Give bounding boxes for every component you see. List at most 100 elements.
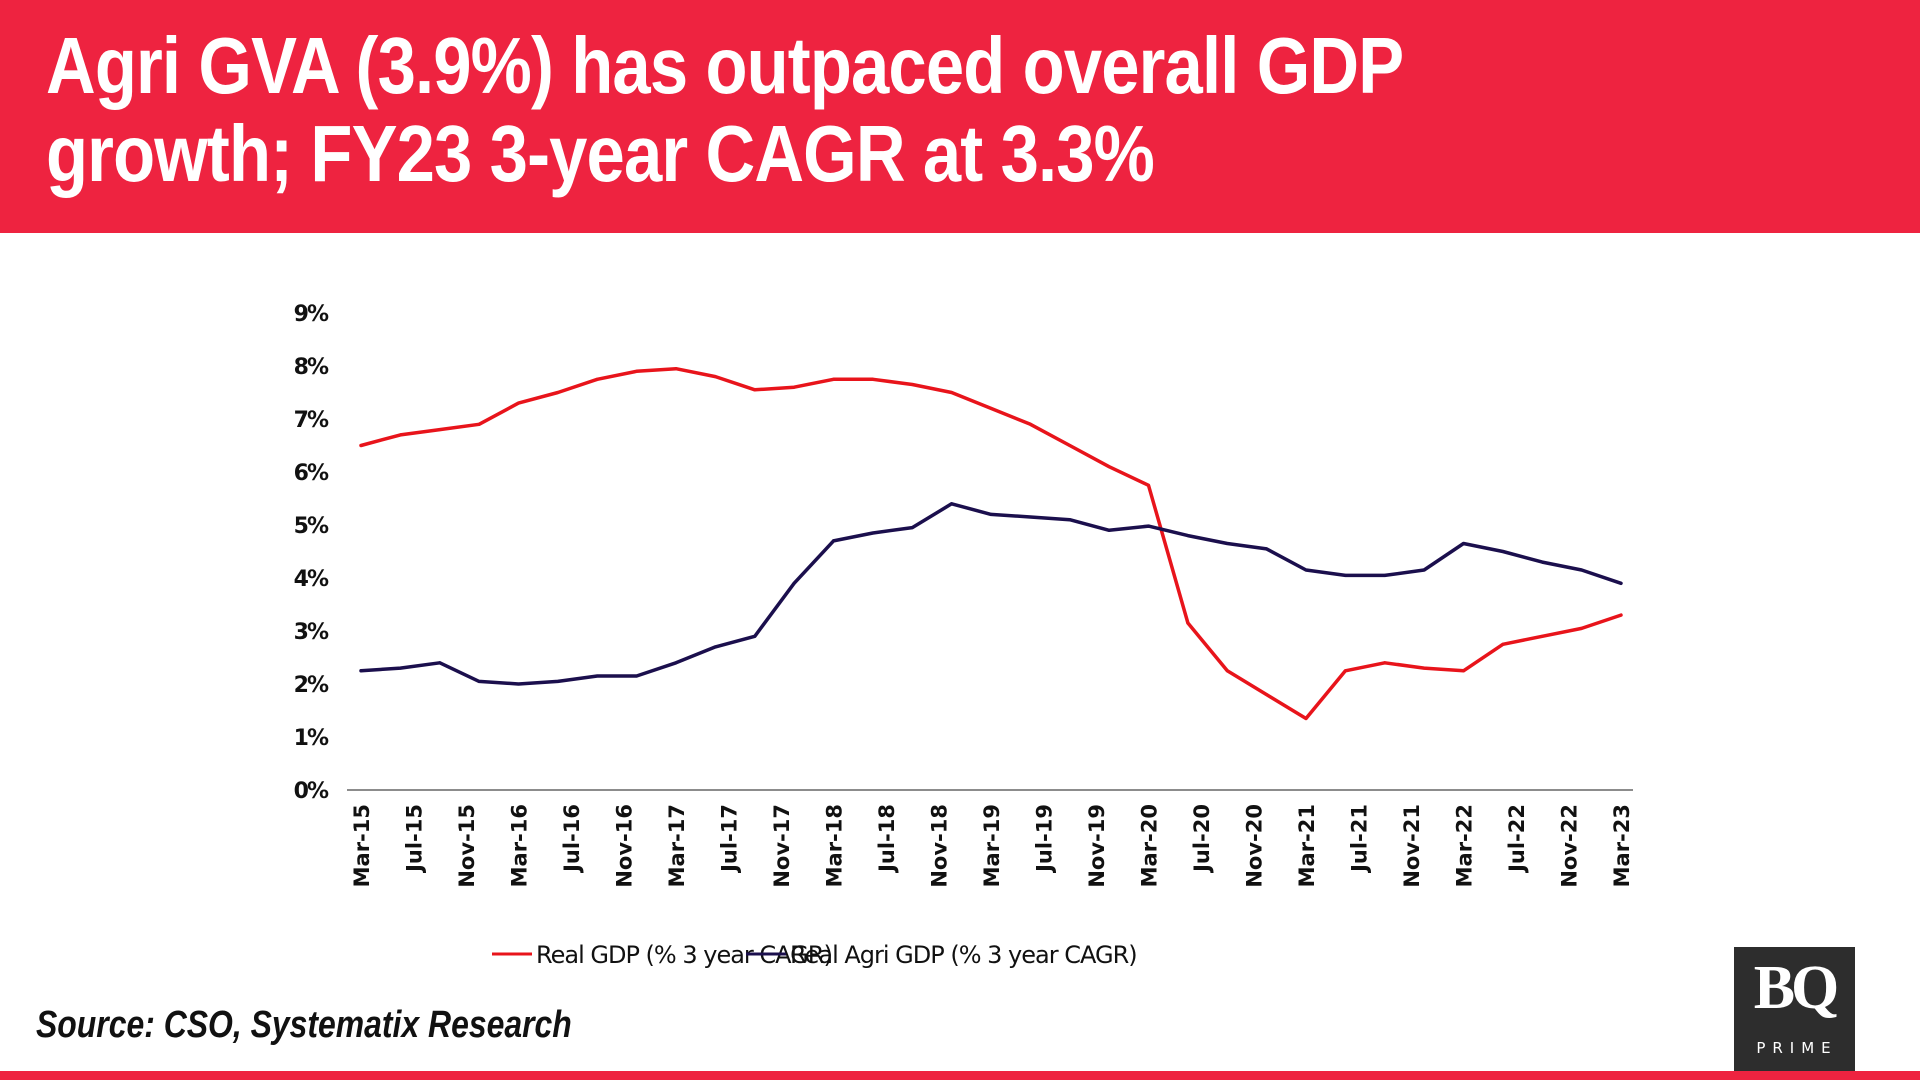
data-point-real-agri-gdp <box>1422 568 1426 572</box>
data-point-real-agri-gdp <box>359 669 363 673</box>
data-point-real-agri-gdp <box>1225 542 1229 546</box>
data-point-real-gdp <box>871 377 875 381</box>
legend-label-gdp: Real GDP (% 3 year CAGR) <box>536 941 832 969</box>
data-point-real-gdp <box>910 383 914 387</box>
data-point-real-gdp <box>1383 661 1387 665</box>
bottom-strip <box>0 1071 1920 1080</box>
data-point-real-gdp <box>792 385 796 389</box>
x-tick-label: Nov-19 <box>1085 804 1109 888</box>
series-layer <box>359 364 1623 723</box>
title-banner: Agri GVA (3.9%) has outpaced overall GDP… <box>0 0 1920 233</box>
data-point-real-agri-gdp <box>674 661 678 665</box>
data-point-real-gdp <box>1147 483 1150 487</box>
data-point-real-gdp <box>832 377 835 381</box>
x-tick-label: Mar-20 <box>1138 804 1162 887</box>
data-point-real-agri-gdp <box>517 682 520 686</box>
data-point-real-agri-gdp <box>713 645 717 649</box>
x-tick-label: Jul-15 <box>403 804 427 874</box>
data-point-real-agri-gdp <box>1383 573 1387 577</box>
logo-subtext: PRIME <box>1756 1039 1838 1057</box>
x-tick-label: Mar-18 <box>823 804 847 887</box>
data-point-real-gdp <box>359 444 363 447</box>
data-point-real-agri-gdp <box>1147 524 1150 528</box>
chart-title: Agri GVA (3.9%) has outpaced overall GDP… <box>46 22 1611 198</box>
data-point-real-gdp <box>1186 621 1190 625</box>
data-point-real-gdp <box>1028 422 1032 426</box>
y-axis: 0% 1% 2% 3% 4% 5% 6% 7% 8% 9% <box>294 302 331 804</box>
data-point-real-agri-gdp <box>753 634 757 638</box>
data-point-real-agri-gdp <box>635 674 639 678</box>
data-point-real-gdp <box>1501 642 1505 646</box>
data-point-real-agri-gdp <box>1580 568 1584 572</box>
title-line-2: growth; FY23 3-year CAGR at 3.3% <box>46 109 1155 198</box>
data-point-real-gdp <box>753 388 757 392</box>
data-point-real-gdp <box>950 391 954 394</box>
data-point-real-agri-gdp <box>1186 534 1190 538</box>
data-point-real-agri-gdp <box>1462 542 1465 546</box>
x-tick-label: Nov-18 <box>928 804 952 888</box>
data-point-real-agri-gdp <box>595 674 599 678</box>
logo-wordmark: BQ <box>1753 954 1840 1022</box>
data-point-real-gdp <box>1107 465 1111 469</box>
y-tick-label: 5% <box>294 514 329 539</box>
data-point-real-agri-gdp <box>1540 560 1544 564</box>
x-tick-label: Nov-20 <box>1243 804 1267 888</box>
x-tick-label: Jul-20 <box>1190 804 1214 874</box>
data-point-real-gdp <box>1422 666 1426 670</box>
x-tick-label: Jul-21 <box>1348 804 1372 874</box>
data-point-real-agri-gdp <box>1304 568 1308 572</box>
x-tick-label: Nov-22 <box>1558 804 1582 888</box>
x-tick-label: Jul-16 <box>560 804 584 874</box>
series-halo <box>360 499 1623 689</box>
data-point-real-gdp <box>1225 669 1229 673</box>
x-tick-label: Jul-22 <box>1505 804 1529 874</box>
y-tick-label: 2% <box>294 673 329 698</box>
x-tick-label: Nov-15 <box>455 804 479 888</box>
data-point-real-gdp <box>635 369 639 373</box>
x-tick-label: Mar-23 <box>1610 804 1634 887</box>
y-tick-label: 7% <box>294 408 329 433</box>
bq-prime-logo: BQ PRIME <box>1734 947 1855 1072</box>
data-point-real-gdp <box>1540 634 1544 638</box>
data-point-real-gdp <box>438 428 442 432</box>
data-point-real-agri-gdp <box>989 512 993 516</box>
series-halo <box>359 364 1623 723</box>
data-point-real-agri-gdp <box>1107 528 1111 532</box>
data-point-real-agri-gdp <box>477 679 481 683</box>
x-tick-label: Mar-16 <box>508 804 532 887</box>
data-point-real-gdp <box>398 433 402 437</box>
data-point-real-gdp <box>1619 613 1623 617</box>
x-axis: Mar-15 Jul-15 Nov-15 Mar-16 Jul-16 Nov-16 Mar-… <box>350 804 1634 888</box>
data-point-real-gdp <box>674 367 678 371</box>
data-point-real-agri-gdp <box>792 581 796 585</box>
y-tick-label: 9% <box>294 302 329 327</box>
title-line-1: Agri GVA (3.9%) has outpaced overall GDP <box>46 21 1404 110</box>
data-point-real-agri-gdp <box>398 666 402 670</box>
x-tick-label: Nov-21 <box>1400 804 1424 888</box>
x-tick-label: Jul-19 <box>1033 804 1057 874</box>
y-tick-label: 8% <box>294 355 329 380</box>
data-point-real-agri-gdp <box>438 661 442 665</box>
data-point-real-gdp <box>517 401 520 405</box>
data-point-real-gdp <box>713 375 717 379</box>
x-tick-label: Nov-16 <box>613 804 637 888</box>
data-point-real-gdp <box>477 422 481 426</box>
data-point-real-agri-gdp <box>1068 518 1072 522</box>
x-tick-label: Mar-19 <box>980 804 1004 887</box>
data-point-real-gdp <box>1265 693 1269 697</box>
series-line-real-agri-gdp <box>359 502 1623 686</box>
x-tick-label: Mar-17 <box>665 804 689 887</box>
data-point-real-agri-gdp <box>1619 581 1623 585</box>
data-point-real-gdp <box>1304 716 1308 720</box>
y-tick-label: 3% <box>294 620 329 645</box>
data-point-real-gdp <box>1068 444 1072 447</box>
y-tick-label: 0% <box>294 779 329 804</box>
x-tick-label: Mar-15 <box>350 804 374 887</box>
data-point-real-agri-gdp <box>910 526 914 530</box>
legend: Real GDP (% 3 year CAGR) Real Agri GDP (… <box>492 941 1138 969</box>
data-point-real-agri-gdp <box>1501 550 1505 553</box>
data-point-real-agri-gdp <box>832 539 835 543</box>
x-tick-label: Jul-17 <box>718 804 742 874</box>
y-tick-label: 6% <box>294 461 329 486</box>
